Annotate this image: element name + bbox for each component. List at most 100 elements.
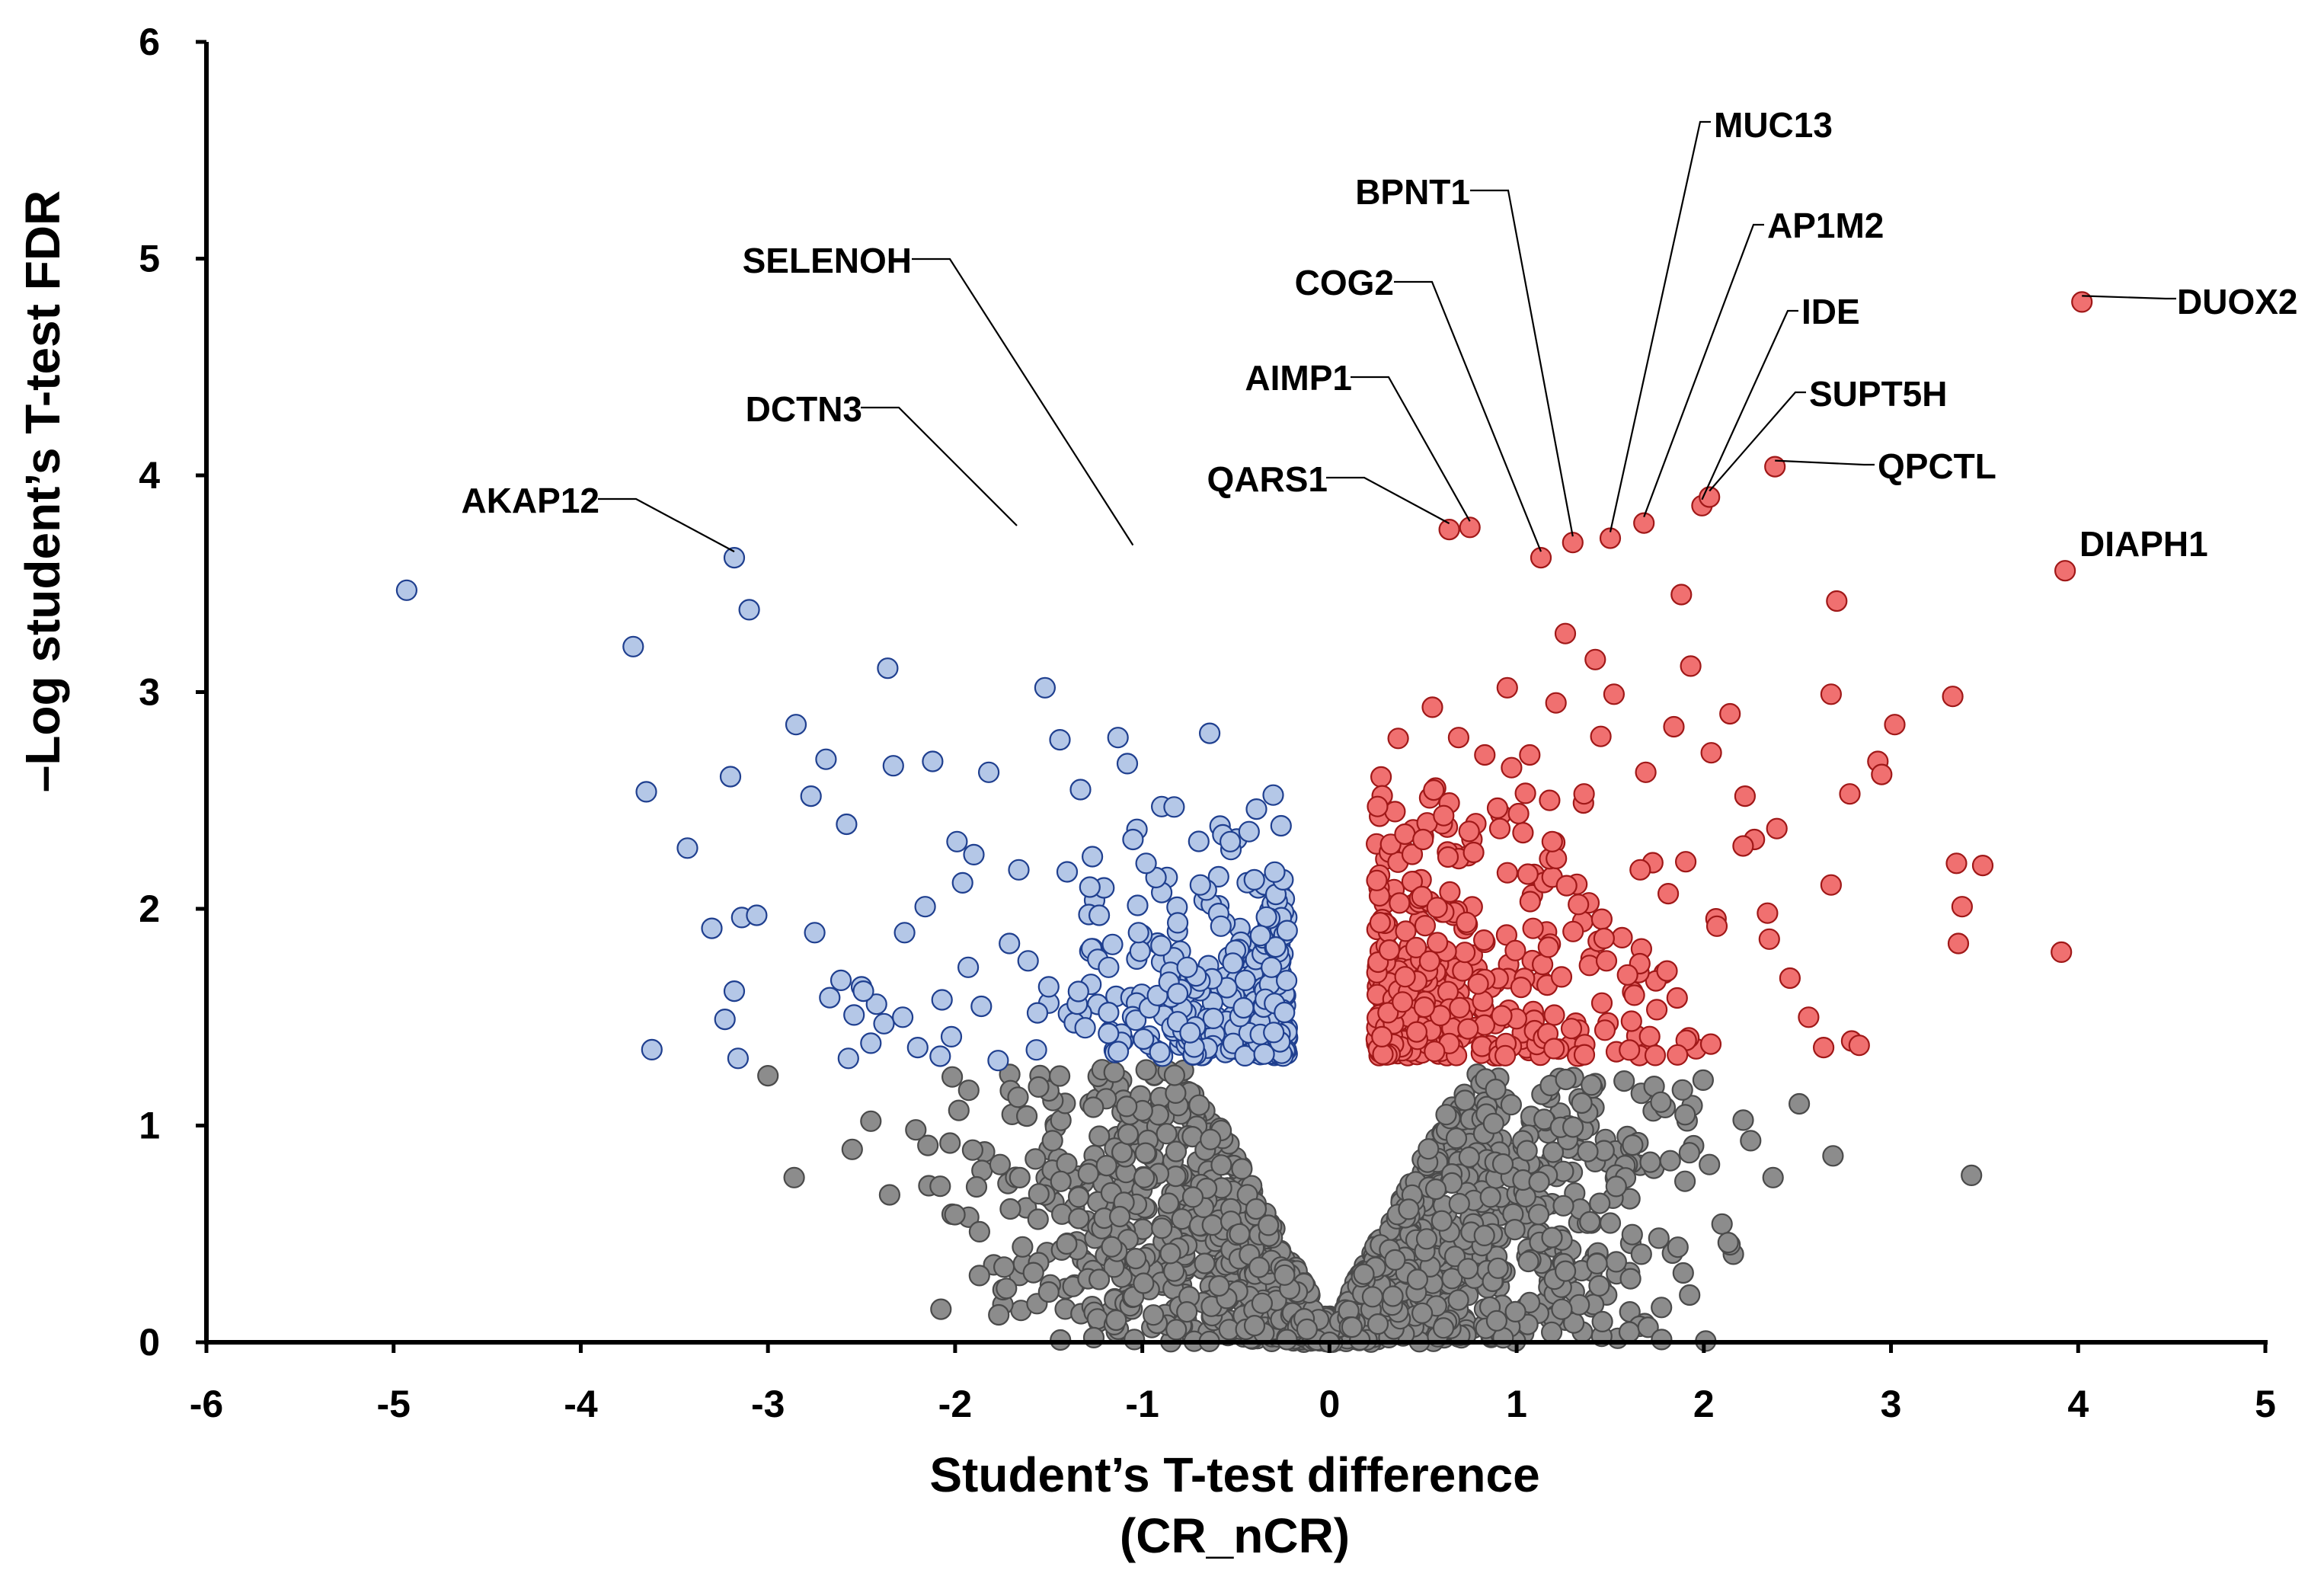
not-significant-point [1740,1130,1762,1152]
ns-cloud-point [1188,1094,1210,1116]
down-cloud-point [1074,1017,1096,1039]
ns-cloud-point [1732,1109,1754,1131]
x-tick-label: -4 [564,1383,598,1425]
gene-label-dctn3: DCTN3 [746,389,862,429]
down-cloud-point [1025,1039,1047,1061]
ns-cloud-point [1674,1170,1696,1192]
up-regulated-point [1488,817,1511,839]
annotation-leader-line [1643,223,1764,517]
y-tick-label: 2 [139,887,160,930]
ns-cloud-point [1022,1262,1044,1284]
ns-cloud-point [1448,1192,1470,1215]
down-regulated-point [1234,969,1256,992]
up-regulated-point [1670,584,1693,606]
down-regulated-point [882,755,904,777]
down-regulated-points [395,546,1299,1072]
not-significant-point [1208,1274,1230,1297]
down-cloud-point [1262,784,1284,806]
up-cloud-point [1656,960,1678,982]
up-cloud-point [1423,779,1445,801]
down-regulated-point [1135,852,1157,875]
down-cloud-point [1207,865,1229,888]
up-cloud-point [1491,1005,1513,1027]
ns-cloud-point [1258,1214,1280,1236]
annotation-leader-line [861,406,1018,526]
up-cloud-point [1370,766,1392,788]
up-cloud-point [1369,911,1392,934]
down-cloud-point [1166,912,1189,934]
down-regulated-point [1127,922,1149,944]
ns-cloud-point [1103,1061,1125,1083]
ns-cloud-point [1077,1162,1099,1185]
not-significant-point [1599,1212,1622,1234]
gene-label-aimp1: AIMP1 [1245,358,1352,398]
not-significant-point [783,1166,805,1188]
down-cloud-point [1222,952,1244,974]
not-significant-point [1789,1092,1811,1115]
up-cloud-point [1437,846,1459,868]
ns-cloud-point [944,1204,966,1226]
not-significant-point [929,1175,951,1198]
ns-cloud-point [999,1198,1021,1220]
down-cloud-point [1124,1009,1147,1031]
up-regulated-point [1584,648,1606,670]
x-tick-label: 5 [2255,1383,2276,1425]
up-regulated-point [1945,852,1968,875]
down-regulated-point [1079,876,1101,898]
not-significant-point [1012,1236,1034,1258]
up-cloud-point [1519,891,1541,913]
down-cloud-point [1232,996,1255,1019]
down-regulated-point [852,980,874,1003]
ns-cloud-point [1056,1233,1078,1255]
down-regulated-point [800,785,822,807]
down-cloud-point [1202,1007,1225,1030]
up-cloud-point [1638,1025,1661,1047]
up-regulated-point [1680,655,1702,677]
ns-cloud-point [1009,1166,1031,1189]
ns-cloud-point [1082,1096,1104,1118]
up-cloud-point [1389,892,1411,914]
up-regulated-point [1884,714,1906,736]
down-regulated-point [922,750,944,772]
ns-cloud-point [1588,1274,1610,1297]
ns-cloud-point [1630,1243,1652,1265]
ns-cloud-point [1117,1123,1140,1146]
up-cloud-point [1367,795,1389,817]
up-regulated-point [1530,546,1552,569]
down-regulated-point [676,837,698,859]
ns-cloud-point [1542,1141,1565,1163]
down-cloud-point [1270,814,1292,837]
up-regulated-point [2051,941,2073,964]
down-regulated-point [1210,915,1232,937]
down-cloud-point [1098,1001,1120,1024]
ns-cloud-point [1517,1250,1539,1273]
ns-cloud-point [1504,1300,1526,1323]
not-significant-point [1041,1130,1063,1152]
up-regulated-point [1764,456,1786,478]
up-regulated-point [1732,835,1754,857]
ns-cloud-point [1134,1142,1156,1164]
ns-cloud-point [1048,1065,1071,1087]
not-significant-point [1406,1268,1429,1290]
up-cloud-point [1522,917,1544,939]
down-regulated-point [635,781,657,803]
down-cloud-point [1129,940,1151,962]
ns-cloud-point [1667,1236,1689,1258]
ns-cloud-point [1551,1298,1573,1320]
ns-cloud-point [961,1139,984,1161]
ns-cloud-point [1124,1247,1147,1270]
annotation-leader-line [1326,476,1450,525]
down-regulated-point [819,987,841,1009]
y-tick-label: 6 [139,21,160,63]
down-regulated-point [940,1025,963,1048]
gene-label-bpnt1: BPNT1 [1355,172,1470,212]
ns-cloud-point [1619,1268,1642,1290]
up-cloud-point [1593,927,1615,950]
up-cloud-point [1623,984,1645,1006]
down-regulated-point [906,1036,929,1059]
ns-cloud-point [1516,1140,1538,1162]
down-regulated-point [723,980,746,1003]
not-significant-point [1577,1140,1599,1162]
up-cloud-point [1418,950,1441,972]
up-cloud-point [1395,920,1417,942]
